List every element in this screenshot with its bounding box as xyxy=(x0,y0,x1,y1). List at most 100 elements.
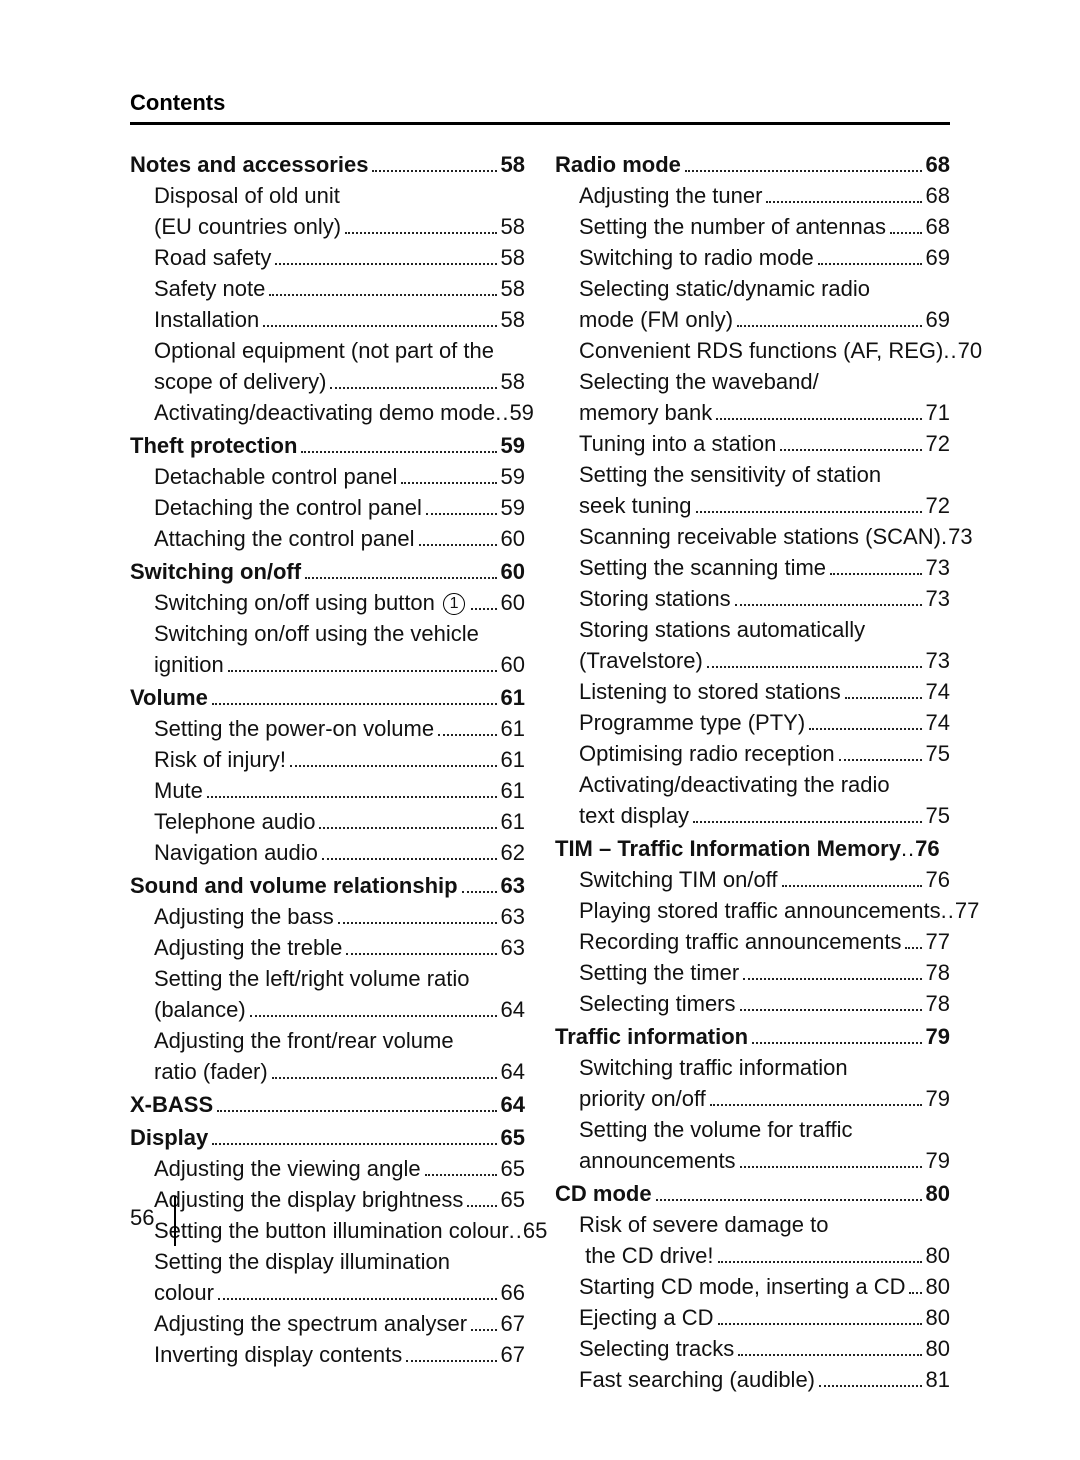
toc-page-number: 66 xyxy=(501,1277,525,1308)
footer-divider xyxy=(174,1196,176,1246)
toc-leader-dots xyxy=(272,1077,497,1079)
toc-label: Detaching the control panel xyxy=(154,492,422,523)
toc-section: X-BASS64 xyxy=(130,1089,525,1120)
toc-page-number: 77 xyxy=(955,895,979,926)
toc-label: memory bank xyxy=(579,397,712,428)
toc-leader-dots xyxy=(735,604,922,606)
toc-leader-dots xyxy=(710,1104,922,1106)
toc-page-number: 80 xyxy=(926,1271,950,1302)
toc-item: Setting the sensitivity of station xyxy=(555,459,950,490)
toc-section: Traffic information79Switching traffic i… xyxy=(555,1021,950,1176)
toc-page-number: 58 xyxy=(501,273,525,304)
toc-section: TIM – Traffic Information Memory.. 76Swi… xyxy=(555,833,950,1019)
toc-label: Installation xyxy=(154,304,259,335)
toc-label: Switching traffic information xyxy=(579,1052,848,1083)
toc-leader-dots xyxy=(290,765,496,767)
toc-label: Selecting static/dynamic radio xyxy=(579,273,870,304)
toc-page-number: 59 xyxy=(509,397,533,428)
toc-page-number: 67 xyxy=(501,1308,525,1339)
toc-page-number: 58 xyxy=(501,149,525,180)
toc-label: (EU countries only) xyxy=(154,211,341,242)
toc-page-number: 58 xyxy=(501,304,525,335)
toc-page-number: 58 xyxy=(501,211,525,242)
toc-page-number: 77 xyxy=(926,926,950,957)
toc-leader-dots xyxy=(716,418,921,420)
toc-section: Notes and accessories 58 Disposal of old u… xyxy=(130,149,525,428)
toc-label: colour xyxy=(154,1277,214,1308)
toc-label: Road safety xyxy=(154,242,271,273)
toc-leader-dots xyxy=(471,608,497,610)
toc-leader-dots xyxy=(693,821,921,823)
toc-label: Adjusting the tuner xyxy=(579,180,762,211)
toc-page-number: 61 xyxy=(501,806,525,837)
toc-leader-dots xyxy=(738,1354,921,1356)
toc-leader-dots xyxy=(780,449,921,451)
toc-label: Setting the left/right volume ratio xyxy=(154,963,470,994)
toc-label: Adjusting the bass xyxy=(154,901,334,932)
toc-item: Optimising radio reception75 xyxy=(555,738,950,769)
toc-item: scope of delivery)58 xyxy=(130,366,525,397)
toc-page-number: 61 xyxy=(501,775,525,806)
toc-heading: Display65 xyxy=(130,1122,525,1153)
toc-leader-dots xyxy=(766,201,921,203)
toc-page-number: 65 xyxy=(501,1122,525,1153)
toc-label: Switching on/off using the vehicle xyxy=(154,618,479,649)
toc-label: Scanning receivable stations (SCAN) xyxy=(579,521,941,552)
toc-leader-dots xyxy=(425,1174,497,1176)
toc-label: Selecting timers xyxy=(579,988,736,1019)
toc-item: Adjusting the spectrum analyser67 xyxy=(130,1308,525,1339)
toc-page-number: 62 xyxy=(501,837,525,868)
toc-item: ratio (fader)64 xyxy=(130,1056,525,1087)
toc-page-number: 60 xyxy=(501,523,525,554)
toc-label: Setting the timer xyxy=(579,957,739,988)
toc-item: mode (FM only)69 xyxy=(555,304,950,335)
toc-page-number: 67 xyxy=(501,1339,525,1370)
toc-label: ratio (fader) xyxy=(154,1056,268,1087)
toc-label: X-BASS xyxy=(130,1089,213,1120)
toc-item: (balance)64 xyxy=(130,994,525,1025)
toc-heading: X-BASS64 xyxy=(130,1089,525,1120)
toc-item: Telephone audio61 xyxy=(130,806,525,837)
toc-column: Notes and accessories 58 Disposal of old u… xyxy=(130,149,525,1397)
toc-page-number: 73 xyxy=(926,583,950,614)
toc-column: Radio mode68Adjusting the tuner68Setting… xyxy=(555,149,950,1397)
toc-label: Storing stations xyxy=(579,583,731,614)
toc-heading: Theft protection59 xyxy=(130,430,525,461)
toc-item: Switching to radio mode69 xyxy=(555,242,950,273)
toc-label: (balance) xyxy=(154,994,246,1025)
toc-item: Adjusting the display brightness65 xyxy=(130,1184,525,1215)
toc-item: Setting the number of antennas68 xyxy=(555,211,950,242)
toc-label: Selecting tracks xyxy=(579,1333,734,1364)
toc-leader-dots xyxy=(737,325,921,327)
toc-label: Convenient RDS functions (AF, REG) xyxy=(579,335,943,366)
toc-item: Optional equipment (not part of the xyxy=(130,335,525,366)
toc-section: Sound and volume relationship63Adjusting… xyxy=(130,870,525,1087)
toc-heading: Radio mode68 xyxy=(555,149,950,180)
toc-item: Selecting the waveband/ xyxy=(555,366,950,397)
toc-item: Switching TIM on/off76 xyxy=(555,864,950,895)
toc-page-number: 80 xyxy=(926,1302,950,1333)
toc-label: Recording traffic announcements xyxy=(579,926,901,957)
toc-label: Mute xyxy=(154,775,203,806)
toc-page-number: 60 xyxy=(501,587,525,618)
toc-item: Playing stored traffic announcements.. 7… xyxy=(555,895,950,926)
toc-label: Fast searching (audible) xyxy=(579,1364,815,1395)
toc-label: Setting the display illumination xyxy=(154,1246,450,1277)
toc-label: seek tuning xyxy=(579,490,692,521)
toc-page-number: 79 xyxy=(926,1145,950,1176)
toc-item: text display75 xyxy=(555,800,950,831)
toc-label: Selecting the waveband/ xyxy=(579,366,819,397)
toc-label: Notes and accessories xyxy=(130,149,368,180)
toc-label: Risk of injury! xyxy=(154,744,286,775)
toc-item: Adjusting the front/rear volume xyxy=(130,1025,525,1056)
toc-item: Setting the button illumination colour..… xyxy=(130,1215,525,1246)
toc-leader-dots xyxy=(685,170,922,172)
toc-leader-dots xyxy=(401,482,496,484)
toc-item: Navigation audio62 xyxy=(130,837,525,868)
toc-leader-dots xyxy=(217,1110,496,1112)
toc-label: Disposal of old unit xyxy=(154,180,340,211)
toc-label: Playing stored traffic announcements xyxy=(579,895,941,926)
toc-page-number: 69 xyxy=(926,304,950,335)
toc-item: Tuning into a station72 xyxy=(555,428,950,459)
toc-heading: CD mode80 xyxy=(555,1178,950,1209)
